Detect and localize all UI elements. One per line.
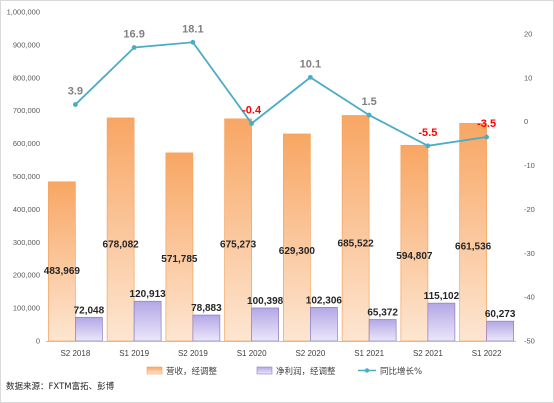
legend-marker-yoy [364,368,370,373]
left-tick-label: 0 [36,337,40,346]
left-axis: 0 100,000 200,000 300,000 400,000 500,000 600,… [7,8,40,346]
legend-label-revenue: 营收，经调整 [166,366,218,377]
yoy-data-label: 16.9 [123,29,144,41]
revenue-data-label: 629,300 [279,246,316,257]
right-tick-label: -40 [524,293,535,302]
profit-bar [486,320,514,342]
x-tick-label: S2 2018 [60,349,90,358]
yoy-point [190,39,196,45]
profit-bar [133,300,162,342]
left-tick-label: 500,000 [13,172,40,181]
profit-bar [368,319,397,342]
yoy-data-label: -3.5 [477,118,496,130]
x-axis: S2 2018 S1 2019 S2 2019 S1 2020 S2 2020 S1 20… [46,341,516,358]
source-note: 数据来源：FXTM富拓、彭博 [6,381,115,392]
profit-bar [310,306,338,342]
x-tick-label: S1 2021 [354,349,384,358]
legend-swatch-revenue [146,366,163,375]
left-tick-label: 900,000 [13,40,40,49]
revenue-data-label: 571,785 [161,254,198,265]
revenue-bar [48,181,76,342]
yoy-line-layer [72,39,490,149]
revenue-data-label: 675,273 [220,240,257,251]
right-tick-label: 20 [524,29,532,38]
legend-item-yoy: 同比增长% [358,366,422,377]
yoy-point [249,121,255,126]
yoy-point [131,45,137,50]
legend-item-revenue: 营收，经调整 [146,366,218,377]
left-tick-label: 200,000 [13,271,40,280]
legend-label-yoy: 同比增长% [380,366,422,377]
left-tick-label: 400,000 [13,205,40,214]
profit-data-label: 72,048 [74,305,105,316]
yoy-data-label: 1.5 [361,96,376,108]
data-labels: 483,969 72,048 678,082 120,913 571,785 78,883… [44,23,516,320]
revenue-bar [224,118,252,342]
left-tick-label: 100,000 [13,304,40,313]
right-tick-label: -20 [524,205,535,214]
profit-data-label: 102,306 [306,295,343,306]
left-tick-label: 1,000,000 [7,8,40,17]
right-tick-label: 10 [524,73,532,82]
yoy-data-label: -0.4 [242,104,262,116]
profit-bar [251,307,279,342]
left-tick-label: 600,000 [13,139,40,148]
profit-bar [192,314,221,342]
x-tick-label: S2 2020 [295,349,325,358]
right-tick-label: -30 [524,249,535,258]
legend-item-profit: 净利润，经调整 [256,366,336,377]
revenue-bar [400,144,429,342]
x-tick-label: S2 2021 [413,349,443,358]
revenue-bar [459,123,487,342]
left-tick-label: 700,000 [13,106,40,115]
bars [48,115,514,342]
revenue-data-label: 483,969 [44,266,81,277]
right-tick-label: -50 [524,337,535,346]
yoy-line [74,41,487,147]
right-axis: -50 -40 -30 -20 -10 0 10 20 [524,29,535,345]
profit-data-label: 120,913 [130,289,167,300]
revenue-bar [106,117,135,342]
profit-data-label: 115,102 [424,291,460,302]
left-tick-label: 300,000 [13,238,40,247]
yoy-point [72,102,78,107]
yoy-point [484,134,490,140]
revenue-bar [341,115,370,342]
yoy-point [425,143,431,149]
x-tick-label: S1 2020 [237,349,267,358]
right-tick-label: -10 [524,161,535,170]
yoy-point [366,112,372,118]
yoy-point [307,74,313,80]
profit-bar [75,316,103,342]
profit-bar [427,302,456,342]
x-tick-label: S2 2019 [178,349,208,358]
profit-data-label: 65,372 [367,307,398,318]
revenue-data-label: 685,522 [338,238,375,249]
revenue-data-label: 594,807 [396,251,433,262]
yoy-data-label: 18.1 [182,23,203,35]
x-tick-label: S1 2022 [472,349,502,358]
right-tick-label: 0 [524,117,528,126]
legend: 营收，经调整 净利润，经调整 同比增长% [146,366,422,377]
x-tick-label: S1 2019 [119,349,149,358]
revenue-data-label: 661,536 [455,242,492,253]
profit-data-label: 78,883 [191,303,222,314]
yoy-data-label: 3.9 [68,86,83,98]
profit-data-label: 60,273 [485,309,516,320]
legend-swatch-profit [256,366,273,375]
profit-data-label: 100,398 [247,296,284,307]
left-tick-label: 800,000 [13,73,40,82]
legend-label-profit: 净利润，经调整 [276,366,336,377]
revenue-bar [283,133,311,342]
revenue-bar [165,152,194,342]
yoy-data-label: -5.5 [418,127,437,139]
yoy-data-label: 10.1 [300,58,321,70]
revenue-data-label: 678,082 [103,239,140,250]
